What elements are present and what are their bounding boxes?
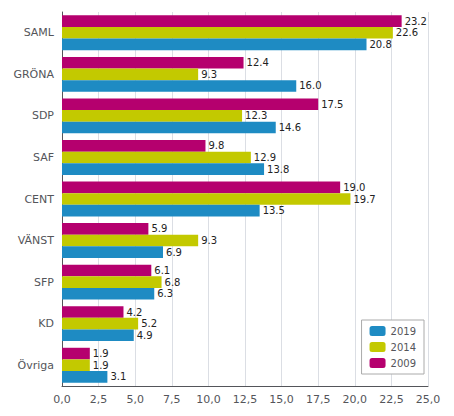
svg-text:12,5: 12,5 bbox=[233, 393, 258, 406]
svg-text:17.5: 17.5 bbox=[321, 99, 343, 110]
svg-text:4.9: 4.9 bbox=[137, 330, 153, 341]
svg-text:VÄNST: VÄNST bbox=[18, 234, 55, 247]
svg-text:6.1: 6.1 bbox=[154, 265, 170, 276]
svg-text:5.2: 5.2 bbox=[141, 318, 157, 329]
svg-text:0,0: 0,0 bbox=[53, 393, 71, 406]
svg-text:SAML: SAML bbox=[24, 26, 55, 39]
svg-text:14.6: 14.6 bbox=[279, 122, 301, 133]
svg-text:17,5: 17,5 bbox=[306, 393, 331, 406]
svg-text:12.4: 12.4 bbox=[247, 57, 269, 68]
svg-text:16.0: 16.0 bbox=[299, 80, 321, 91]
svg-text:9.3: 9.3 bbox=[201, 69, 217, 80]
svg-text:SDP: SDP bbox=[32, 109, 54, 122]
svg-text:SAF: SAF bbox=[33, 151, 54, 164]
svg-text:23.2: 23.2 bbox=[405, 16, 427, 27]
svg-text:20.8: 20.8 bbox=[370, 39, 392, 50]
svg-text:SFP: SFP bbox=[34, 276, 54, 289]
svg-text:10,0: 10,0 bbox=[196, 393, 221, 406]
svg-text:3.1: 3.1 bbox=[110, 371, 126, 382]
svg-text:25,0: 25,0 bbox=[416, 393, 441, 406]
svg-text:19.0: 19.0 bbox=[343, 182, 365, 193]
svg-text:1.9: 1.9 bbox=[93, 348, 109, 359]
svg-text:6.9: 6.9 bbox=[166, 247, 182, 258]
svg-text:12.9: 12.9 bbox=[254, 152, 276, 163]
svg-text:4.2: 4.2 bbox=[126, 307, 142, 318]
svg-text:5.9: 5.9 bbox=[151, 223, 167, 234]
svg-text:6.8: 6.8 bbox=[165, 277, 181, 288]
svg-text:13.5: 13.5 bbox=[263, 205, 285, 216]
svg-text:15,0: 15,0 bbox=[269, 393, 294, 406]
svg-text:6.3: 6.3 bbox=[157, 288, 173, 299]
svg-text:19.7: 19.7 bbox=[353, 194, 375, 205]
svg-text:2019: 2019 bbox=[391, 326, 416, 337]
svg-text:13.8: 13.8 bbox=[267, 164, 289, 175]
svg-text:KD: KD bbox=[38, 317, 54, 330]
svg-text:2014: 2014 bbox=[391, 342, 416, 353]
svg-text:Övriga: Övriga bbox=[18, 359, 54, 372]
svg-text:CENT: CENT bbox=[24, 193, 54, 206]
svg-text:12.3: 12.3 bbox=[245, 110, 267, 121]
svg-text:9.3: 9.3 bbox=[201, 235, 217, 246]
svg-text:1.9: 1.9 bbox=[93, 360, 109, 371]
svg-text:2009: 2009 bbox=[391, 358, 416, 369]
svg-text:GRÖNA: GRÖNA bbox=[13, 68, 54, 81]
svg-text:22.6: 22.6 bbox=[396, 27, 418, 38]
svg-text:2,5: 2,5 bbox=[90, 393, 108, 406]
svg-text:9.8: 9.8 bbox=[208, 140, 224, 151]
svg-text:7,5: 7,5 bbox=[163, 393, 181, 406]
svg-text:22,5: 22,5 bbox=[379, 393, 404, 406]
svg-text:5,0: 5,0 bbox=[126, 393, 144, 406]
svg-text:20,0: 20,0 bbox=[343, 393, 368, 406]
